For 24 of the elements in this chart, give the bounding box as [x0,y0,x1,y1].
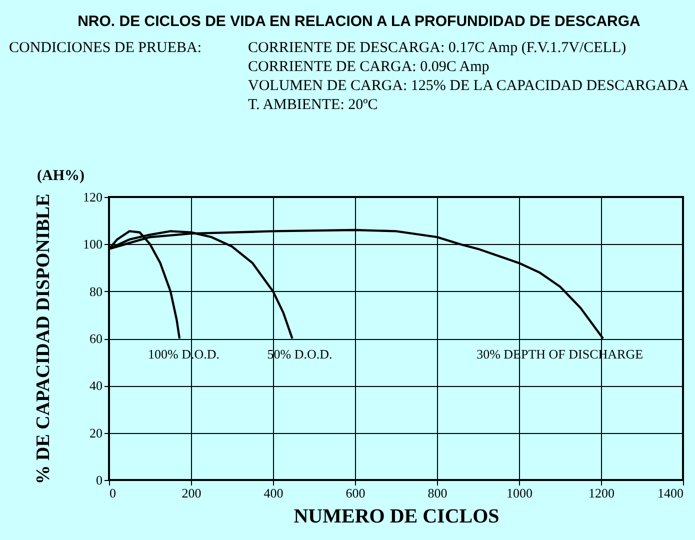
y-tick-label: 40 [90,378,102,394]
y-axis-title: % DE CAPACIDAD DISPONIBLE [33,194,54,484]
text: CONDICIONES DE PRUEBA: [9,40,202,56]
text: CORRIENTE DE DESCARGA: 0.17C Amp (F.V.1.7V/CELL) [248,40,626,56]
x-tick-label: 0 [110,486,116,500]
text: CORRIENTE DE CARGA: 0.09C Amp [248,59,490,75]
y-tick-label: 80 [90,284,102,299]
y-tick-label: 100 [83,236,102,252]
x-tick-label: 400 [264,486,284,500]
text: T. AMBIENTE: 20ºC [248,97,378,113]
x-tick-label: 1000 [506,486,532,500]
x-tick-label: 600 [346,486,366,500]
y-tick-label: 0 [96,472,102,488]
text: VOLUMEN DE CARGA: 125% DE LA CAPACIDAD DESCARGADA [248,78,689,94]
text: (AH%) [37,168,84,184]
x-tick-label: 800 [428,486,448,500]
x-tick-label: 1200 [588,486,614,500]
x-axis-title: NUMERO DE CICLOS [294,506,500,528]
y-tick-label: 20 [90,425,102,440]
x-tick-label: 200 [182,486,202,500]
y-tick-label: 120 [83,190,102,204]
x-tick-label: 1400 [658,486,684,500]
y-tick-label: 60 [90,331,102,346]
chart-title: NRO. DE CICLOS DE VIDA EN RELACION A LA PROFUNDIDAD DE DESCARGA [78,13,641,30]
